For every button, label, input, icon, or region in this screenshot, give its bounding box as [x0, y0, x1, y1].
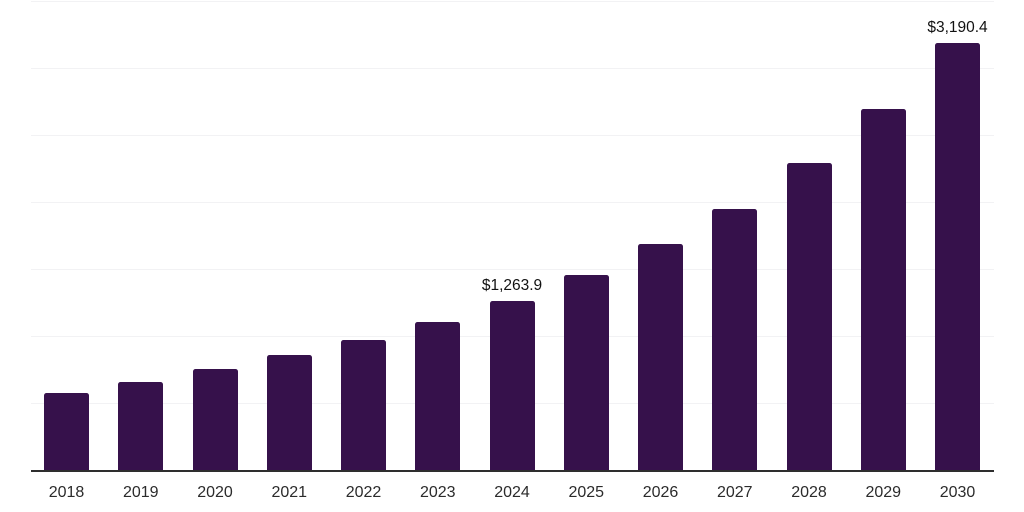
- bar-2021[interactable]: [266, 354, 312, 470]
- bar-2025[interactable]: [563, 275, 609, 470]
- gridline-2000: [31, 202, 994, 203]
- bar-2030[interactable]: $3,190.4: [927, 19, 988, 470]
- bar-2027[interactable]: [712, 208, 758, 470]
- bar-2028[interactable]: [786, 163, 832, 470]
- gridline-1500: [31, 269, 994, 270]
- bar-2024[interactable]: $1,263.9: [482, 277, 542, 470]
- value-label-2024: $1,263.9: [481, 276, 543, 294]
- bar-2019[interactable]: [118, 381, 164, 470]
- x-tick-2026: 2026: [642, 484, 679, 501]
- bar-2020[interactable]: [192, 368, 238, 470]
- x-tick-2024: 2024: [494, 484, 530, 501]
- gridline-3500: [31, 1, 994, 2]
- gridline-2500: [31, 135, 994, 136]
- x-tick-2029: 2029: [865, 484, 902, 501]
- x-tick-2027: 2027: [716, 484, 753, 501]
- x-axis-line: [31, 470, 994, 472]
- plot-area: $1,263.9 $3,190.4: [31, 1, 994, 472]
- x-tick-2019: 2019: [122, 484, 159, 501]
- gridline-3000: [31, 68, 994, 69]
- bar-2029[interactable]: [860, 109, 906, 470]
- x-tick-2021: 2021: [271, 484, 308, 501]
- x-tick-2020: 2020: [197, 484, 233, 501]
- x-tick-2022: 2022: [345, 484, 382, 501]
- x-tick-2025: 2025: [568, 484, 605, 501]
- value-label-2030: $3,190.4: [927, 18, 988, 36]
- bar-2022[interactable]: [341, 340, 386, 470]
- x-tick-2023: 2023: [419, 484, 456, 501]
- bars-group: $1,263.9 $3,190.4: [31, 1, 994, 472]
- bar-2026[interactable]: [638, 244, 683, 470]
- bar-2023[interactable]: [415, 322, 461, 470]
- bar-2018[interactable]: [44, 392, 89, 470]
- x-tick-2018: 2018: [48, 484, 85, 501]
- x-tick-2030: 2030: [939, 484, 976, 501]
- x-tick-2028: 2028: [791, 484, 827, 501]
